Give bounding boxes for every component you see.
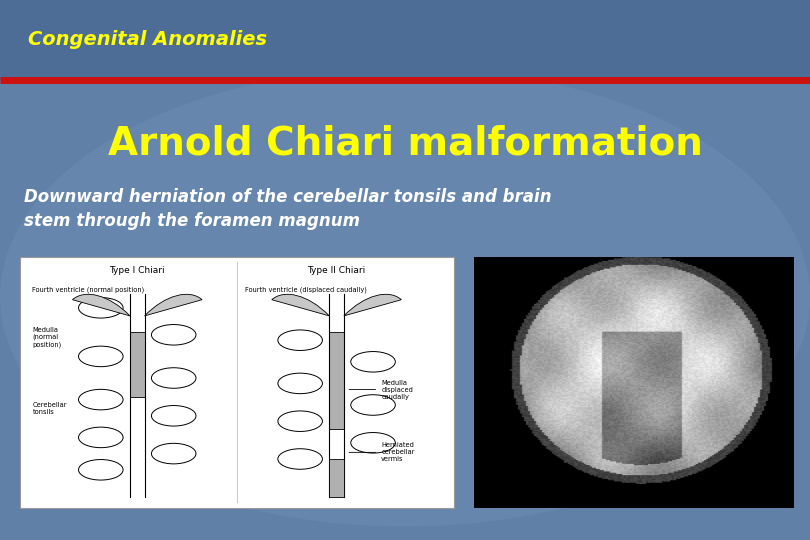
- Text: Arnold Chiari malformation: Arnold Chiari malformation: [108, 124, 702, 162]
- Ellipse shape: [151, 406, 196, 426]
- Text: stem through the foramen magnum: stem through the foramen magnum: [24, 212, 360, 231]
- Ellipse shape: [351, 433, 395, 453]
- PathPatch shape: [344, 294, 402, 316]
- Text: Congenital Anomalies: Congenital Anomalies: [28, 30, 267, 50]
- Bar: [330, 459, 344, 497]
- Text: Medulla
(normal
position): Medulla (normal position): [32, 327, 62, 348]
- PathPatch shape: [144, 294, 202, 316]
- Text: Type I Chiari: Type I Chiari: [109, 266, 165, 275]
- Ellipse shape: [351, 395, 395, 415]
- Ellipse shape: [278, 449, 322, 469]
- Ellipse shape: [151, 368, 196, 388]
- Bar: [20, 256, 454, 508]
- Ellipse shape: [151, 443, 196, 464]
- Text: Herniated
cerebellar
vermis: Herniated cerebellar vermis: [349, 442, 415, 462]
- Ellipse shape: [79, 460, 123, 480]
- Ellipse shape: [151, 325, 196, 345]
- Bar: [130, 332, 144, 397]
- PathPatch shape: [72, 294, 130, 316]
- Ellipse shape: [351, 352, 395, 372]
- Ellipse shape: [79, 389, 123, 410]
- Text: Medulla
displaced
caudally: Medulla displaced caudally: [349, 380, 413, 400]
- Bar: [330, 332, 344, 429]
- Ellipse shape: [278, 411, 322, 431]
- PathPatch shape: [272, 294, 330, 316]
- Text: Fourth ventricle (displaced caudally): Fourth ventricle (displaced caudally): [245, 286, 367, 293]
- Ellipse shape: [79, 346, 123, 367]
- Text: Downward herniation of the cerebellar tonsils and brain: Downward herniation of the cerebellar to…: [24, 188, 552, 206]
- Text: Type II Chiari: Type II Chiari: [308, 266, 366, 275]
- Text: Cerebellar
tonsils: Cerebellar tonsils: [32, 402, 67, 415]
- Ellipse shape: [0, 68, 810, 526]
- Ellipse shape: [278, 373, 322, 394]
- Ellipse shape: [79, 427, 123, 448]
- Bar: [0, 0, 810, 80]
- Ellipse shape: [278, 330, 322, 350]
- Text: Fourth ventricle (normal position): Fourth ventricle (normal position): [32, 286, 145, 293]
- Ellipse shape: [79, 298, 123, 318]
